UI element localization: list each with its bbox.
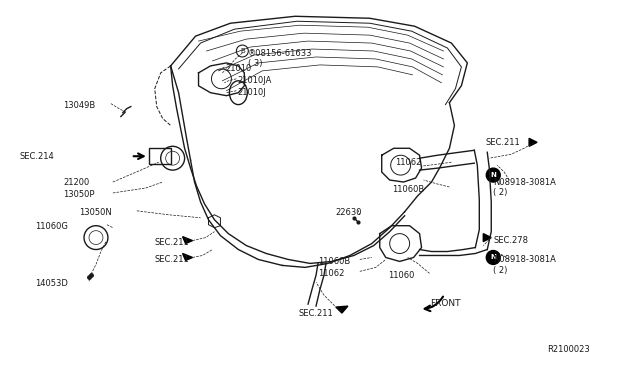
Text: 21010J: 21010J — [237, 88, 266, 97]
Polygon shape — [529, 138, 537, 146]
Polygon shape — [182, 253, 193, 260]
Text: 11062: 11062 — [318, 269, 344, 278]
Text: SEC.214: SEC.214 — [19, 152, 54, 161]
Text: N: N — [490, 254, 496, 260]
Text: 14053D: 14053D — [35, 279, 68, 288]
Text: SEC.211: SEC.211 — [155, 256, 189, 264]
Text: N: N — [490, 172, 496, 178]
Text: 22630: 22630 — [335, 208, 362, 217]
Text: SEC.211: SEC.211 — [485, 138, 520, 147]
Polygon shape — [483, 234, 492, 241]
Text: 11060B: 11060B — [318, 257, 350, 266]
Text: FRONT: FRONT — [431, 299, 461, 308]
Text: 13050N: 13050N — [79, 208, 112, 217]
Text: 13050P: 13050P — [63, 190, 95, 199]
Text: SEC.211: SEC.211 — [155, 238, 189, 247]
Text: B: B — [240, 48, 244, 54]
Text: 11060G: 11060G — [35, 222, 68, 231]
Text: N08918-3081A
( 2): N08918-3081A ( 2) — [493, 178, 556, 198]
Polygon shape — [336, 306, 348, 313]
Bar — [148, 148, 171, 164]
Text: 13049B: 13049B — [63, 101, 95, 110]
Text: 21010JA: 21010JA — [237, 76, 272, 85]
Text: 21200: 21200 — [63, 178, 90, 187]
Circle shape — [486, 250, 500, 264]
Text: ®08156-61633
( 3): ®08156-61633 ( 3) — [248, 49, 313, 68]
Text: 11062: 11062 — [395, 158, 421, 167]
Text: 11060: 11060 — [388, 271, 414, 280]
Text: 11060B: 11060B — [392, 185, 424, 194]
Polygon shape — [182, 237, 193, 244]
Text: SEC.278: SEC.278 — [493, 235, 528, 245]
Circle shape — [486, 168, 500, 182]
Text: 21010: 21010 — [225, 64, 252, 73]
Text: R2100023: R2100023 — [547, 345, 590, 354]
Text: N08918-3081A
( 2): N08918-3081A ( 2) — [493, 256, 556, 275]
Text: SEC.211: SEC.211 — [298, 309, 333, 318]
